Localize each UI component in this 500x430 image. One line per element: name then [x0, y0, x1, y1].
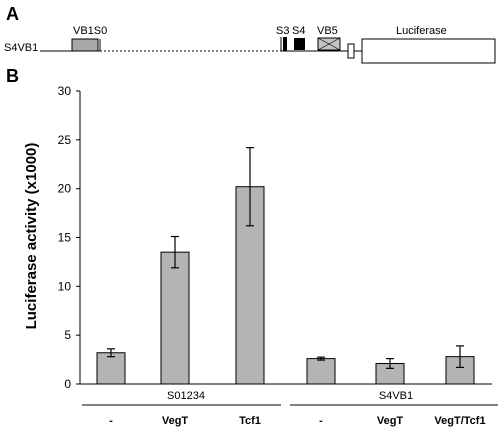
s3-element [283, 37, 287, 51]
bars [96, 147, 475, 385]
vb1s0-label: VB1S0 [73, 25, 107, 37]
y-axis-label: Luciferase activity (x1000) [23, 143, 40, 330]
x-tick-label: VegT [162, 415, 189, 427]
group-label-s01234: S01234 [167, 390, 205, 402]
y-tick-label: 10 [58, 279, 72, 293]
x-tick-label: - [319, 415, 323, 427]
panel-b-letter: B [6, 66, 19, 86]
s3-label: S3 [276, 25, 289, 37]
x-tick-labels: - VegT Tcf1 - VegT VegT/Tcf1 [109, 415, 485, 427]
group-label-s4vb1: S4VB1 [379, 390, 413, 402]
x-tick-label: - [109, 415, 113, 427]
y-ticks: 0 5 10 15 20 25 30 [58, 84, 80, 391]
y-tick-label: 15 [58, 231, 72, 245]
y-tick-label: 5 [64, 328, 71, 342]
construct-label: S4VB1 [4, 42, 38, 54]
vb5-cross-b [317, 37, 341, 51]
small-box-element [347, 43, 355, 59]
bar-chart: 0 5 10 15 20 25 30 - VegT Tcf1 - VegT VegT/Tcf1 [58, 84, 492, 427]
vb1s0-element [71, 38, 99, 52]
s4-element [294, 38, 305, 50]
bar [96, 352, 126, 385]
luciferase-label: Luciferase [396, 25, 447, 37]
x-tick-label: VegT/Tcf1 [434, 415, 485, 427]
vb5-label: VB5 [317, 25, 338, 37]
y-tick-label: 25 [58, 133, 72, 147]
y-tick-label: 0 [64, 377, 71, 391]
bar [306, 358, 336, 385]
bar [445, 356, 475, 385]
x-tick-label: Tcf1 [239, 415, 261, 427]
panel-a-letter: A [6, 4, 19, 24]
y-tick-label: 20 [58, 182, 72, 196]
y-tick-label: 30 [58, 84, 72, 98]
luciferase-element [361, 38, 496, 64]
x-tick-label: VegT [377, 415, 404, 427]
bar [160, 251, 190, 385]
panel-a: A S4VB1 VB1S0 S3 S4 VB5 Luciferase [4, 4, 496, 64]
s4-label: S4 [292, 25, 305, 37]
